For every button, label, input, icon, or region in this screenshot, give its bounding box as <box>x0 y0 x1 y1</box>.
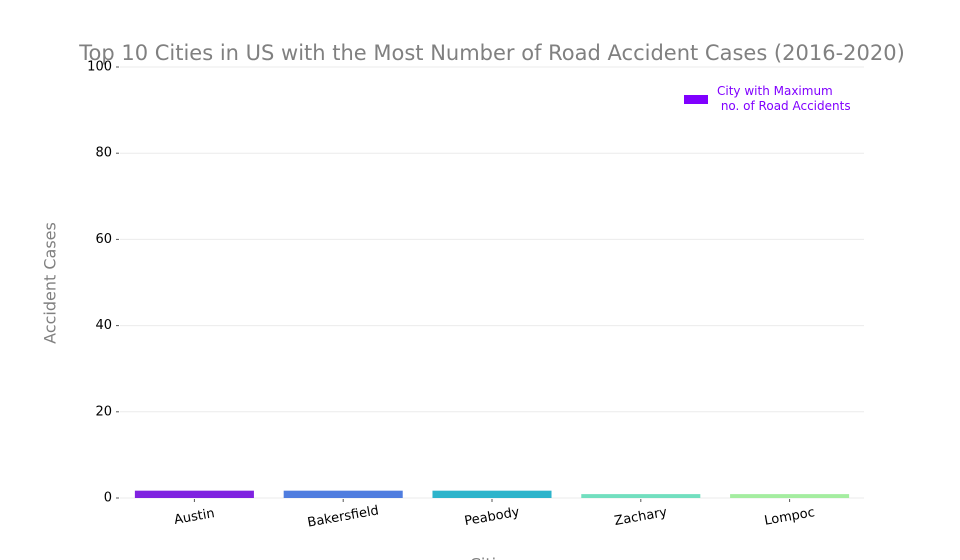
legend-swatch <box>684 94 708 104</box>
bar <box>283 490 403 498</box>
legend-label: City with Maximum no. of Road Accidents <box>717 84 851 113</box>
bar <box>134 490 254 498</box>
x-tick-label: Austin <box>173 506 216 528</box>
bar <box>730 494 850 498</box>
bar <box>432 490 552 498</box>
y-tick-label: 40 <box>95 318 112 333</box>
x-tick-label: Bakersfield <box>306 503 380 530</box>
x-tick-label: Peabody <box>463 505 521 529</box>
y-tick-label: 20 <box>95 404 112 419</box>
chart-title: Top 10 Cities in US with the Most Number… <box>78 41 905 65</box>
y-tick-label: 100 <box>87 60 112 75</box>
y-tick-label: 0 <box>104 491 112 506</box>
y-tick-label: 80 <box>95 146 112 161</box>
x-tick-label: Lompoc <box>763 505 816 529</box>
bar <box>581 494 701 498</box>
legend: City with Maximum no. of Road Accidents <box>684 84 851 114</box>
y-tick-label: 60 <box>95 232 112 247</box>
x-tick-label: Zachary <box>613 505 668 529</box>
x-axis-label: Cities <box>470 555 515 560</box>
y-axis-label: Accident Cases <box>41 222 60 344</box>
